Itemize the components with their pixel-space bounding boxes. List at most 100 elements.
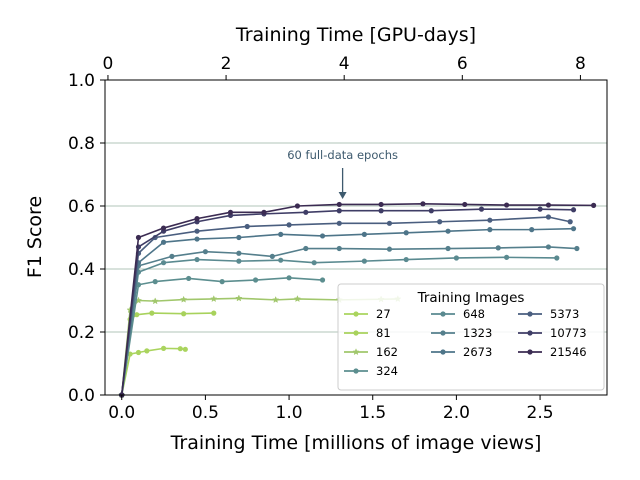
x2-tick-label: 0 (103, 54, 114, 74)
x-tick-label: 1.5 (359, 403, 386, 423)
data-point (244, 223, 250, 230)
data-point (261, 209, 267, 215)
data-point (236, 250, 242, 256)
series-line-324 (120, 277, 323, 396)
data-point (160, 260, 167, 266)
data-point (194, 236, 200, 242)
data-point (478, 206, 485, 212)
data-point (179, 295, 188, 303)
data-point (554, 255, 560, 261)
data-point (336, 201, 342, 208)
data-point (135, 349, 142, 356)
data-point (336, 208, 342, 214)
data-point (420, 201, 426, 207)
data-point (570, 226, 577, 232)
data-point (445, 228, 451, 234)
x-axis-title: Training Time [millions of image views] (170, 432, 542, 454)
legend-label: 81 (376, 326, 391, 340)
data-point (570, 207, 577, 213)
data-point (361, 231, 367, 237)
data-point (134, 312, 140, 318)
data-point (286, 222, 292, 228)
data-point (236, 234, 242, 241)
data-point (236, 258, 242, 264)
data-point (269, 253, 275, 259)
data-point (271, 295, 280, 304)
legend-title: Training Images (417, 290, 525, 306)
legend-marker (527, 311, 533, 317)
data-point (311, 260, 317, 266)
data-point (319, 233, 326, 239)
x2-tick-label: 8 (575, 54, 586, 74)
data-point (403, 230, 409, 236)
data-point (445, 245, 451, 252)
data-point (194, 216, 200, 222)
y-tick-label: 0.6 (68, 197, 95, 217)
data-point (303, 209, 309, 215)
data-point (202, 249, 208, 255)
data-point (181, 311, 187, 317)
data-point (336, 245, 342, 252)
y-axis-title: F1 Score (24, 196, 46, 278)
data-point (160, 345, 167, 351)
series-line-21546 (120, 203, 594, 396)
x-tick-label: 2.0 (443, 403, 470, 423)
data-point (545, 214, 552, 220)
data-point (211, 310, 217, 316)
data-point (574, 245, 580, 252)
x2-axis-title: Training Time [GPU-days] (235, 24, 476, 46)
data-point (210, 295, 218, 303)
data-point (293, 295, 302, 303)
legend-label: 324 (376, 364, 398, 378)
data-point (545, 202, 552, 208)
data-point (177, 346, 183, 352)
data-point (495, 245, 501, 251)
data-point (386, 220, 393, 226)
data-point (144, 348, 150, 354)
x-tick-label: 0.0 (108, 403, 135, 423)
series-line-648 (120, 256, 557, 396)
annotation-text: 60 full-data epochs (287, 148, 398, 162)
legend-marker (440, 311, 446, 317)
legend-marker (352, 348, 360, 356)
data-point (219, 279, 225, 285)
x-tick-label: 0.5 (192, 403, 219, 423)
x2-tick-label: 4 (339, 54, 350, 74)
data-point (545, 244, 552, 250)
data-point (378, 201, 384, 208)
data-point (286, 275, 292, 281)
data-point (303, 245, 309, 252)
y-tick-label: 0.4 (68, 260, 95, 280)
data-point (504, 202, 510, 208)
data-point (278, 231, 284, 237)
data-point (149, 310, 155, 316)
data-point (253, 277, 259, 283)
legend-marker (353, 311, 359, 317)
data-point (462, 201, 468, 208)
data-point (386, 246, 393, 252)
legend-label: 5373 (550, 307, 579, 321)
legend-label: 10773 (550, 326, 587, 340)
x2-tick-label: 2 (221, 54, 232, 74)
data-point (537, 206, 543, 212)
x-tick-label: 2.5 (527, 403, 554, 423)
data-point (227, 209, 234, 215)
plot-area: 60 full-data epochs 0.0 0.2 0.4 0.6 0.8 1.0 0.0… (68, 54, 608, 423)
data-point (151, 297, 159, 305)
legend-marker (440, 349, 446, 355)
data-point (169, 253, 175, 259)
legend-label: 27 (376, 307, 391, 321)
y-tick-label: 0.0 (68, 386, 95, 406)
legend-label: 1323 (463, 326, 492, 340)
legend: Training Images 27 81 162 324 648 1323 2673 5373… (337, 283, 605, 391)
x-tick-label: 1.0 (276, 403, 303, 423)
data-point (567, 219, 573, 225)
data-point (135, 234, 142, 241)
legend-label: 648 (463, 307, 485, 321)
data-point (194, 228, 200, 234)
data-point (487, 217, 493, 223)
data-point (235, 294, 243, 302)
plot-frame (104, 79, 608, 396)
data-point (361, 258, 367, 264)
